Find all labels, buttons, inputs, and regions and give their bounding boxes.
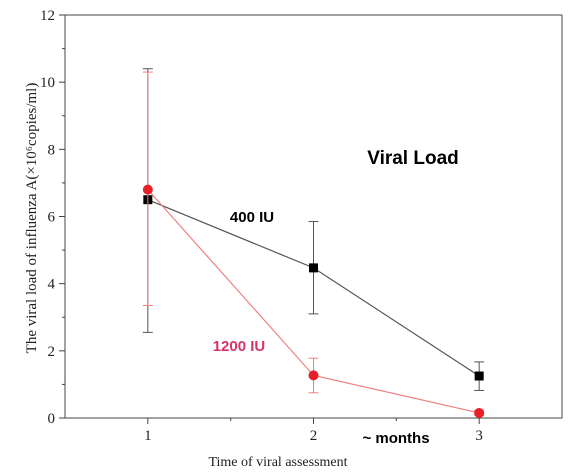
x-tick-label: 3 [475, 428, 483, 444]
chart-title: Viral Load [367, 148, 459, 169]
data-point-circle [142, 184, 153, 195]
series-400-iu [142, 68, 485, 391]
x-axis-label: Time of viral assessment [208, 455, 347, 470]
series-label-1200-iu: 1200 IU [213, 338, 266, 355]
x-tick-label: 1 [144, 428, 152, 444]
y-axis: 0 2 4 6 8 10 12 [40, 8, 65, 427]
data-point-circle [308, 370, 319, 381]
x-annotation-months: ~ months [362, 430, 429, 447]
y-axis-label: The viral load of influenza A(×10⁶copies… [24, 83, 40, 354]
plot-border [64, 14, 563, 419]
plot-frame [64, 14, 563, 419]
y-tick-label: 12 [40, 8, 55, 24]
data-point-square [309, 263, 318, 273]
y-tick-label: 10 [40, 75, 55, 91]
y-tick-label: 2 [48, 344, 56, 360]
data-point-square [474, 371, 484, 381]
series-label-400-iu: 400 IU [230, 209, 274, 226]
y-tick-label: 8 [48, 142, 56, 158]
y-tick-label: 6 [48, 210, 56, 226]
series-1200-iu [142, 71, 485, 418]
x-axis: 1 2 3 [144, 418, 483, 444]
y-tick-label: 0 [48, 411, 56, 427]
y-tick-label: 4 [48, 277, 56, 293]
series-layer [142, 68, 485, 418]
data-point-circle [474, 407, 485, 418]
x-tick-label: 2 [310, 428, 318, 444]
